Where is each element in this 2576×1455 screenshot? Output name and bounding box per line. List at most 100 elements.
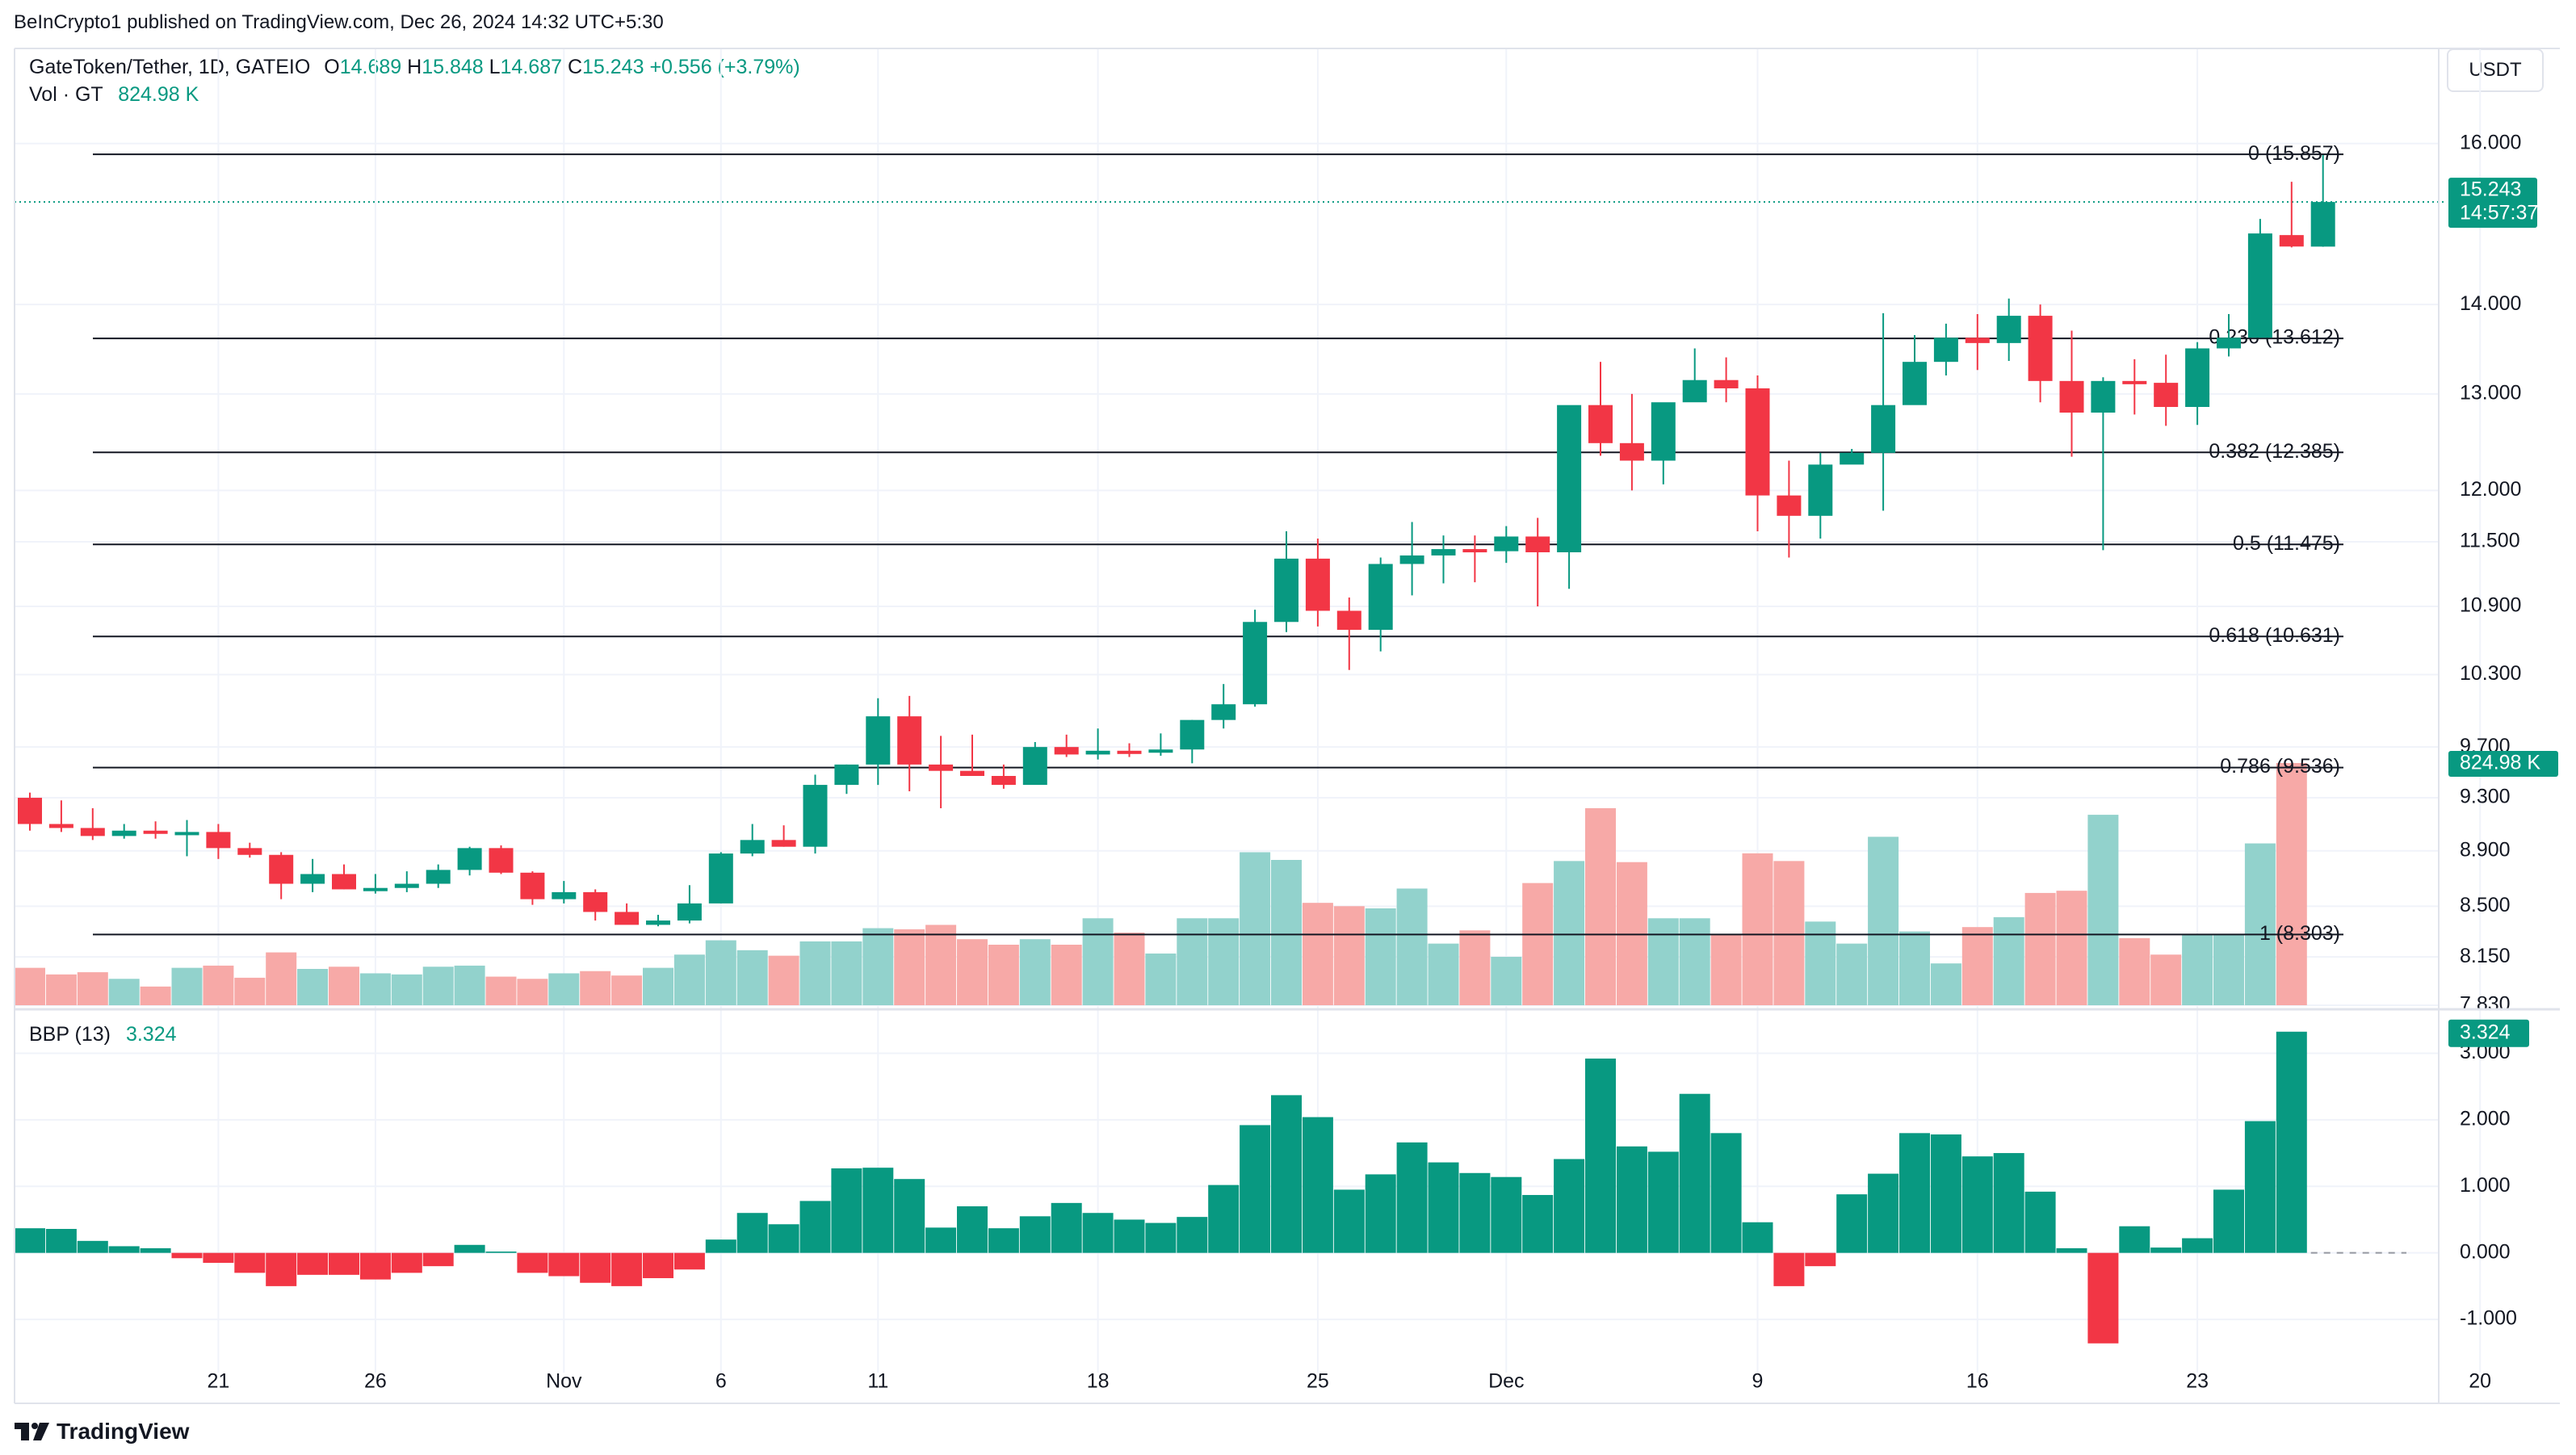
bbp-bar <box>1522 1194 1554 1253</box>
bbp-bar <box>1240 1125 1271 1253</box>
volume-bar <box>831 941 862 1005</box>
candle-body <box>237 848 262 855</box>
volume-bar <box>485 976 517 1005</box>
bbp-bar <box>2024 1191 2056 1253</box>
volume-bar <box>1145 953 1177 1005</box>
bbp-bar <box>45 1229 77 1253</box>
bbp-bar <box>894 1179 925 1253</box>
bbp-bar <box>1993 1153 2024 1253</box>
candle-body <box>2059 380 2084 413</box>
candle-body <box>489 848 514 873</box>
candle-body <box>426 870 451 884</box>
volume-bar <box>391 974 422 1005</box>
volume-bar <box>1585 807 1616 1005</box>
fib-level-label: 0.5 (11.475) <box>2233 532 2340 555</box>
volume-bar <box>1019 939 1051 1005</box>
volume-bar <box>1742 853 1773 1005</box>
symbol-title[interactable]: GateToken/Tether, 1D, GATEIO <box>29 56 311 78</box>
volume-bar <box>988 945 1019 1005</box>
bbp-label[interactable]: BBP (13) <box>29 1023 111 1046</box>
volume-bar <box>1051 945 1082 1005</box>
bbp-bar <box>454 1244 485 1253</box>
volume-bar <box>1961 927 1993 1005</box>
bbp-bar <box>1679 1093 1710 1253</box>
bbp-bar <box>108 1246 140 1253</box>
volume-bar <box>1805 921 1836 1005</box>
bbp-bar <box>1554 1159 1585 1253</box>
bbp-tick-label: -1.000 <box>2460 1307 2517 1330</box>
panes-frame <box>14 48 2560 1404</box>
price-tick-label: 10.300 <box>2460 662 2521 685</box>
candle-body <box>1903 362 1927 405</box>
bbp-bar <box>643 1252 673 1278</box>
price-tick-label: 8.500 <box>2460 894 2511 916</box>
volume-bar <box>2150 954 2182 1005</box>
time-tick-label: 25 <box>1307 1370 1329 1393</box>
bbp-bar <box>2244 1121 2276 1253</box>
volume-bar <box>203 965 234 1005</box>
volume-bar <box>266 952 297 1005</box>
time-tick-label: 26 <box>364 1370 387 1393</box>
candle-body <box>708 853 733 904</box>
bbp-bar <box>517 1252 548 1273</box>
bbp-bar <box>485 1252 517 1253</box>
bbp-value: 3.324 <box>125 1023 177 1046</box>
candle-body <box>1211 704 1236 720</box>
candle-body <box>834 764 859 786</box>
volume-bar <box>15 967 45 1005</box>
volume-bar <box>1868 837 1899 1005</box>
candle-body <box>1588 405 1613 443</box>
price-tick-label: 8.150 <box>2460 945 2511 967</box>
price-tick-label: 13.000 <box>2460 381 2521 404</box>
bbp-tick-label: 0.000 <box>2460 1240 2511 1263</box>
bbp-legend: BBP (13) 3.324 <box>29 1023 177 1046</box>
bbp-bar <box>1868 1173 1899 1253</box>
tradingview-brand[interactable]: TradingView <box>15 1419 189 1445</box>
candle-body <box>991 775 1016 786</box>
volume-bar <box>925 925 957 1005</box>
bbp-bar <box>2056 1247 2087 1253</box>
time-tick-label: Nov <box>546 1370 582 1393</box>
price-tick-label: 14.000 <box>2460 292 2521 315</box>
volume-label[interactable]: Vol · GT <box>29 83 103 106</box>
candle-body <box>1054 747 1079 755</box>
change-value: +0.556 (+3.79%) <box>649 56 800 78</box>
price-axis: 16.000 14.000 13.000 12.000 11.500 10.900 10.3… <box>2448 131 2558 1330</box>
bbp-bar <box>1271 1095 1302 1253</box>
time-tick-label: 23 <box>2186 1370 2209 1393</box>
candle-body <box>771 840 796 847</box>
bbp-bar <box>359 1252 391 1280</box>
volume-bar <box>2119 937 2150 1005</box>
open-label: O <box>324 56 340 78</box>
time-axis: 21 26 Nov 6 11 18 25 Dec 9 16 23 20 <box>207 1370 2491 1393</box>
candle-body <box>1085 750 1110 755</box>
bbp-bar <box>1302 1117 1333 1253</box>
candle-body <box>457 848 482 870</box>
bbp-bar <box>1585 1059 1616 1253</box>
candle-body <box>206 832 231 849</box>
volume-bar <box>329 967 359 1005</box>
candle-body <box>1117 750 1142 754</box>
candle-body <box>1557 405 1582 552</box>
candle-body <box>332 874 356 890</box>
volume-bar <box>2244 843 2276 1005</box>
candle-body <box>803 785 828 847</box>
price-tick-label: 9.300 <box>2460 786 2511 808</box>
candle-body <box>1431 549 1456 556</box>
bbp-bar <box>736 1213 768 1253</box>
candle-body <box>1996 316 2021 343</box>
bbp-bar <box>1019 1216 1051 1253</box>
candle-body <box>1808 464 1833 516</box>
candle-body <box>615 912 640 925</box>
volume-bar <box>422 967 454 1005</box>
volume-bar <box>1208 918 1240 1005</box>
volume-bar <box>1899 931 1930 1005</box>
candle-body <box>174 832 199 836</box>
volume-tag <box>2448 751 2558 777</box>
bbp-bar <box>171 1252 203 1259</box>
candle-body <box>143 830 168 834</box>
bbp-bar <box>266 1252 297 1286</box>
low-value: 14.687 <box>500 56 562 78</box>
volume-bar <box>454 965 485 1005</box>
